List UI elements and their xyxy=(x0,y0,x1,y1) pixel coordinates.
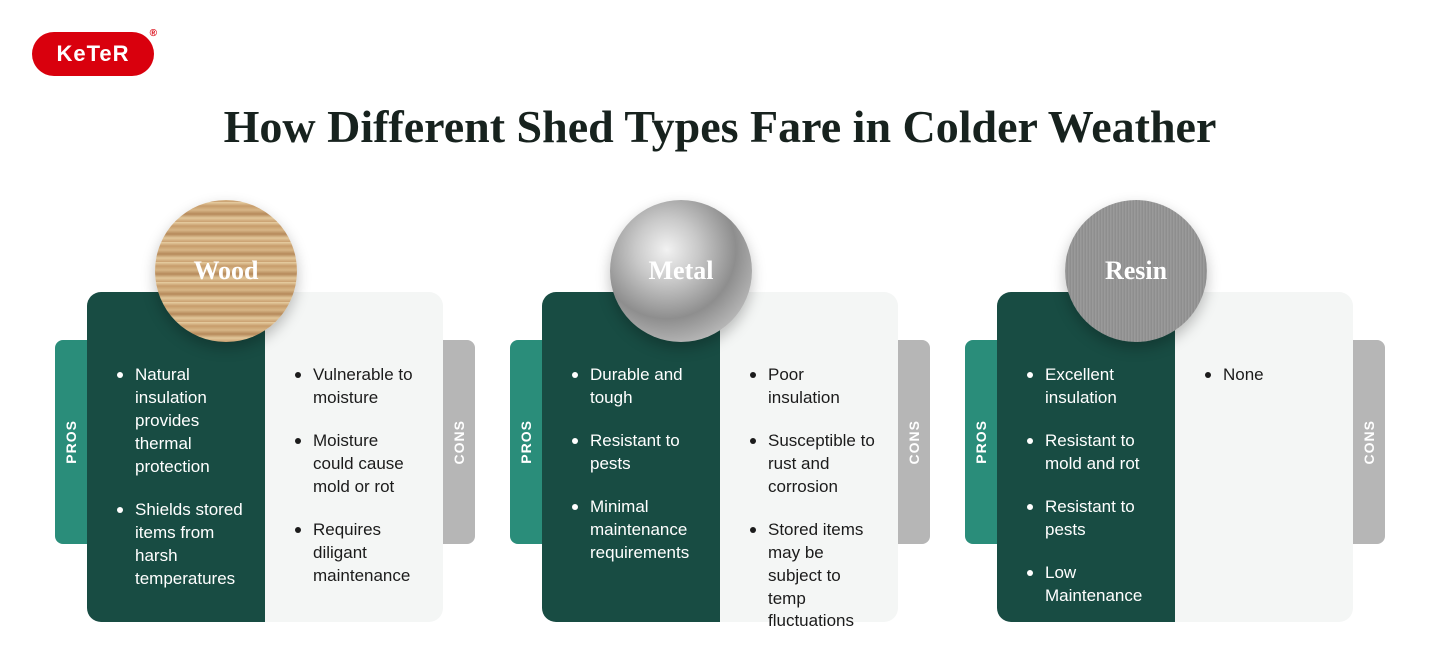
pros-item: Shields stored items from harsh temperat… xyxy=(117,499,245,591)
pros-tab: PROS xyxy=(55,340,87,544)
shed-card: Metal PROS Durable and tough Resistant to p… xyxy=(510,200,930,622)
pros-item: Low Maintenance xyxy=(1027,562,1155,608)
brand-logo: KeTeR xyxy=(32,32,154,76)
pros-item: Resistant to pests xyxy=(572,430,700,476)
cons-item: Poor insulation xyxy=(750,364,878,410)
pros-item: Excellent insulation xyxy=(1027,364,1155,410)
cons-label: CONS xyxy=(451,420,467,464)
panel-wrap: PROS Natural insulation provides thermal … xyxy=(55,292,475,622)
pros-item: Natural insulation provides thermal prot… xyxy=(117,364,245,479)
material-badge: Metal xyxy=(610,200,752,342)
cons-tab: CONS xyxy=(443,340,475,544)
pros-label: PROS xyxy=(973,420,989,464)
panel-wrap: PROS Durable and tough Resistant to pests M… xyxy=(510,292,930,622)
cards-container: Wood PROS Natural insulation provides ther… xyxy=(0,200,1440,622)
cons-label: CONS xyxy=(1361,420,1377,464)
pros-item: Durable and tough xyxy=(572,364,700,410)
shed-card: Wood PROS Natural insulation provides ther… xyxy=(55,200,475,622)
cons-label: CONS xyxy=(906,420,922,464)
cons-panel: Poor insulation Susceptible to rust and c… xyxy=(720,292,898,622)
material-badge: Wood xyxy=(155,200,297,342)
pros-panel: Durable and tough Resistant to pests Minim… xyxy=(542,292,720,622)
cons-item: Stored items may be subject to temp fluc… xyxy=(750,519,878,634)
shed-card: Resin PROS Excellent insulation Resistant t… xyxy=(965,200,1385,622)
pros-tab: PROS xyxy=(965,340,997,544)
material-badge: Resin xyxy=(1065,200,1207,342)
page-title: How Different Shed Types Fare in Colder … xyxy=(0,100,1440,153)
cons-item: None xyxy=(1205,364,1333,387)
pros-item: Resistant to mold and rot xyxy=(1027,430,1155,476)
cons-item: Vulnerable to moisture xyxy=(295,364,423,410)
pros-panel: Natural insulation provides thermal prot… xyxy=(87,292,265,622)
cons-tab: CONS xyxy=(898,340,930,544)
cons-item: Moisture could cause mold or rot xyxy=(295,430,423,499)
cons-tab: CONS xyxy=(1353,340,1385,544)
pros-tab: PROS xyxy=(510,340,542,544)
cons-panel: None xyxy=(1175,292,1353,622)
pros-label: PROS xyxy=(63,420,79,464)
pros-label: PROS xyxy=(518,420,534,464)
pros-panel: Excellent insulation Resistant to mold an… xyxy=(997,292,1175,622)
pros-item: Minimal maintenance requirements xyxy=(572,496,700,565)
panel-wrap: PROS Excellent insulation Resistant to mol… xyxy=(965,292,1385,622)
cons-item: Susceptible to rust and corrosion xyxy=(750,430,878,499)
cons-item: Requires diligant maintenance xyxy=(295,519,423,588)
cons-panel: Vulnerable to moisture Moisture could cau… xyxy=(265,292,443,622)
pros-item: Resistant to pests xyxy=(1027,496,1155,542)
